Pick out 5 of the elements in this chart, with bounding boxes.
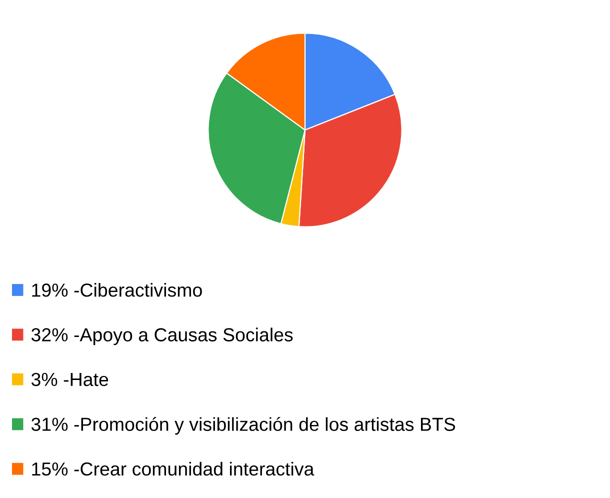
- legend-label: 15% -Crear comunidad interactiva: [32, 462, 314, 476]
- legend-label: 32% -Apoyo a Causas Sociales: [31, 328, 293, 346]
- legend-label: 31% -Promoción y visibilización de los artistas BTS: [31, 417, 456, 435]
- legend-label: 19% -Ciberactivismo: [32, 283, 202, 297]
- legend-label: 3% -Hate: [31, 372, 108, 386]
